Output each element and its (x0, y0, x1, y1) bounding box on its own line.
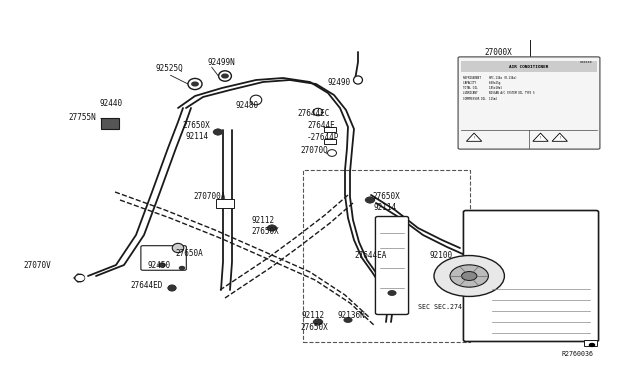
Text: 27755N: 27755N (68, 112, 96, 122)
Ellipse shape (219, 71, 232, 81)
Ellipse shape (214, 129, 222, 135)
Text: 27650X: 27650X (251, 227, 279, 235)
Circle shape (214, 129, 223, 135)
Ellipse shape (268, 225, 276, 231)
Text: 27070V: 27070V (23, 260, 51, 269)
Polygon shape (533, 133, 548, 141)
Circle shape (314, 320, 323, 325)
Text: CAPACITY        600±25g: CAPACITY 600±25g (463, 81, 500, 85)
Text: 27644EA: 27644EA (354, 250, 387, 260)
Text: COMPRESSOR OIL  115ml: COMPRESSOR OIL 115ml (463, 97, 497, 101)
FancyBboxPatch shape (463, 211, 598, 341)
Text: 92136N: 92136N (338, 311, 365, 320)
Ellipse shape (172, 243, 184, 253)
Circle shape (365, 198, 374, 203)
Text: 92450: 92450 (148, 260, 171, 269)
Text: 92499N: 92499N (207, 58, 235, 67)
Text: -27644P: -27644P (307, 132, 339, 141)
FancyBboxPatch shape (458, 57, 600, 149)
Text: AIR CONDITIONER: AIR CONDITIONER (509, 65, 548, 68)
Text: !: ! (540, 136, 541, 140)
Text: xxxxxx: xxxxxx (580, 60, 593, 64)
Circle shape (179, 266, 184, 269)
Text: 27650X: 27650X (300, 323, 328, 331)
Text: LUBRICANT       NISSAN A/C SYSTEM OIL TYPE S: LUBRICANT NISSAN A/C SYSTEM OIL TYPE S (463, 92, 534, 96)
Circle shape (192, 82, 198, 86)
Text: 92525Q: 92525Q (155, 64, 183, 73)
Ellipse shape (250, 95, 262, 105)
Ellipse shape (353, 76, 362, 84)
Circle shape (268, 225, 276, 231)
Ellipse shape (76, 274, 84, 282)
Text: TOTAL OIL       185±10ml: TOTAL OIL 185±10ml (463, 86, 502, 90)
Ellipse shape (366, 197, 374, 203)
Text: 92440: 92440 (100, 99, 123, 108)
Bar (101, 118, 119, 129)
Bar (584, 340, 597, 346)
Bar (324, 126, 337, 132)
Ellipse shape (188, 78, 202, 90)
Ellipse shape (314, 319, 322, 325)
FancyBboxPatch shape (376, 217, 408, 314)
Text: 270700A: 270700A (193, 192, 225, 201)
Text: 27650A: 27650A (175, 248, 203, 257)
Text: !: ! (559, 136, 561, 140)
Bar (461, 61, 596, 72)
Text: 27650X: 27650X (182, 121, 210, 129)
Circle shape (76, 276, 84, 280)
Text: 92480: 92480 (235, 100, 258, 109)
Text: 92114: 92114 (374, 202, 397, 212)
Text: 27070Q: 27070Q (300, 145, 328, 154)
Text: 27644EC: 27644EC (297, 109, 330, 118)
Text: 27650X: 27650X (372, 192, 400, 201)
Bar (324, 138, 337, 144)
Text: !: ! (473, 136, 475, 140)
Text: 92100: 92100 (430, 250, 453, 260)
Circle shape (159, 263, 165, 267)
Ellipse shape (168, 285, 176, 291)
Ellipse shape (328, 150, 337, 156)
Circle shape (168, 286, 176, 290)
Polygon shape (467, 133, 482, 141)
Circle shape (461, 272, 477, 280)
Bar (303, 170, 470, 342)
Circle shape (589, 343, 595, 346)
Text: 27644E: 27644E (307, 122, 335, 131)
Text: SEC SEC.274: SEC SEC.274 (418, 304, 462, 310)
Text: REFRIGERANT     HFC-134a (R-134a): REFRIGERANT HFC-134a (R-134a) (463, 76, 516, 80)
FancyBboxPatch shape (141, 246, 186, 270)
Text: 92112: 92112 (251, 215, 274, 224)
Text: 27000X: 27000X (484, 48, 512, 57)
Text: 92114: 92114 (185, 131, 208, 141)
Polygon shape (552, 133, 568, 141)
Circle shape (344, 318, 352, 322)
Circle shape (434, 256, 504, 296)
Bar (216, 199, 234, 208)
Circle shape (388, 291, 396, 295)
Text: 92112: 92112 (302, 311, 325, 320)
Ellipse shape (313, 108, 323, 116)
Circle shape (222, 74, 228, 78)
Text: 92490: 92490 (328, 77, 351, 87)
Circle shape (450, 265, 488, 287)
Text: R2760036: R2760036 (562, 351, 594, 357)
Text: 27644ED: 27644ED (130, 282, 163, 291)
